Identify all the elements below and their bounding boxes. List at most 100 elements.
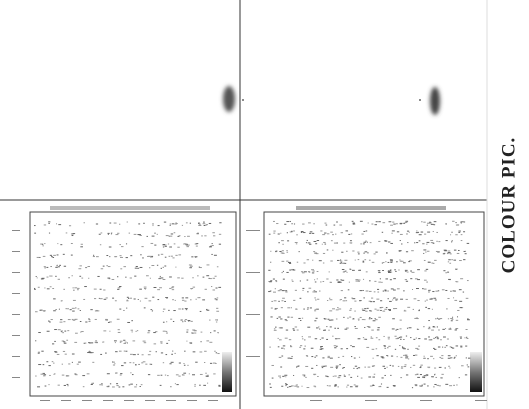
speckle	[147, 255, 150, 257]
speckle	[420, 400, 432, 401]
speckle	[214, 350, 216, 352]
speckle	[306, 387, 310, 389]
speckle	[320, 230, 323, 232]
speckle	[48, 232, 51, 234]
speckle	[138, 363, 140, 365]
speckle	[72, 299, 76, 301]
speckle	[311, 269, 315, 271]
speckle	[12, 314, 20, 315]
speckle	[286, 221, 290, 223]
speckle	[406, 271, 409, 273]
speckle	[289, 231, 293, 233]
speckle	[427, 261, 431, 263]
speckle	[195, 361, 198, 363]
speckle	[208, 277, 210, 279]
speckle	[125, 243, 128, 245]
speckle	[63, 321, 66, 323]
speckle	[322, 252, 326, 254]
speckle	[72, 319, 76, 321]
speckle	[345, 270, 347, 272]
speckle	[396, 288, 400, 290]
speckle	[125, 276, 127, 278]
speckle	[103, 330, 107, 332]
speckle	[403, 366, 407, 368]
speckle	[399, 328, 402, 330]
speckle	[119, 244, 121, 246]
speckle	[449, 385, 453, 387]
speckle	[346, 250, 348, 252]
speckle	[382, 357, 385, 359]
speckle	[274, 288, 277, 290]
speckle	[100, 298, 103, 300]
speckle	[429, 298, 432, 300]
speckle	[215, 321, 218, 323]
speckle	[194, 256, 198, 258]
speckle	[330, 319, 334, 321]
speckle	[287, 307, 291, 309]
speckle	[367, 366, 371, 368]
speckle	[177, 235, 180, 237]
speckle	[462, 291, 465, 293]
speckle	[336, 221, 338, 223]
speckle	[419, 367, 422, 369]
speckle	[368, 259, 371, 261]
speckle	[206, 309, 210, 311]
speckle	[109, 383, 112, 385]
speckle	[324, 243, 327, 245]
speckle	[188, 264, 192, 266]
speckle	[345, 230, 349, 232]
speckle	[377, 327, 380, 329]
speckle	[212, 277, 216, 279]
speckle	[279, 250, 282, 252]
speckle	[303, 262, 306, 264]
speckle	[281, 355, 284, 357]
speckle	[166, 400, 176, 401]
speckle	[344, 328, 348, 330]
speckle	[94, 318, 97, 320]
speckle	[109, 330, 111, 332]
speckle	[436, 337, 439, 339]
speckle	[341, 262, 345, 264]
speckle	[451, 259, 453, 261]
speckle	[114, 363, 116, 365]
speckle	[407, 306, 411, 308]
speckle	[415, 288, 419, 290]
speckle	[67, 319, 71, 321]
speckle	[141, 362, 144, 364]
speckle	[356, 280, 359, 282]
speckle	[447, 261, 450, 263]
speckle	[195, 245, 198, 247]
speckle	[384, 367, 386, 369]
speckle	[206, 374, 209, 376]
speckle	[419, 366, 422, 368]
speckle	[352, 223, 355, 225]
speckle	[296, 261, 299, 263]
speckle	[423, 279, 427, 281]
speckle	[123, 339, 126, 341]
speckle	[183, 243, 187, 245]
speckle	[446, 253, 449, 255]
speckle	[342, 355, 345, 357]
speckle	[185, 243, 188, 245]
speckle	[323, 241, 326, 243]
speckle	[109, 222, 112, 224]
speckle	[434, 367, 437, 369]
speckle	[369, 317, 371, 319]
speckle	[441, 355, 444, 357]
speckle	[427, 231, 431, 233]
speckle	[354, 310, 356, 312]
speckle	[274, 308, 277, 310]
speckle	[49, 286, 52, 288]
speckle	[57, 243, 59, 245]
speckle	[440, 318, 443, 320]
speckle	[357, 367, 361, 369]
speckle	[315, 299, 317, 301]
speckle	[449, 253, 452, 255]
speckle	[164, 374, 167, 376]
speckle	[216, 307, 219, 309]
speckle	[426, 281, 428, 283]
speckle	[454, 356, 456, 358]
speckle	[186, 329, 189, 331]
speckle	[325, 365, 328, 367]
